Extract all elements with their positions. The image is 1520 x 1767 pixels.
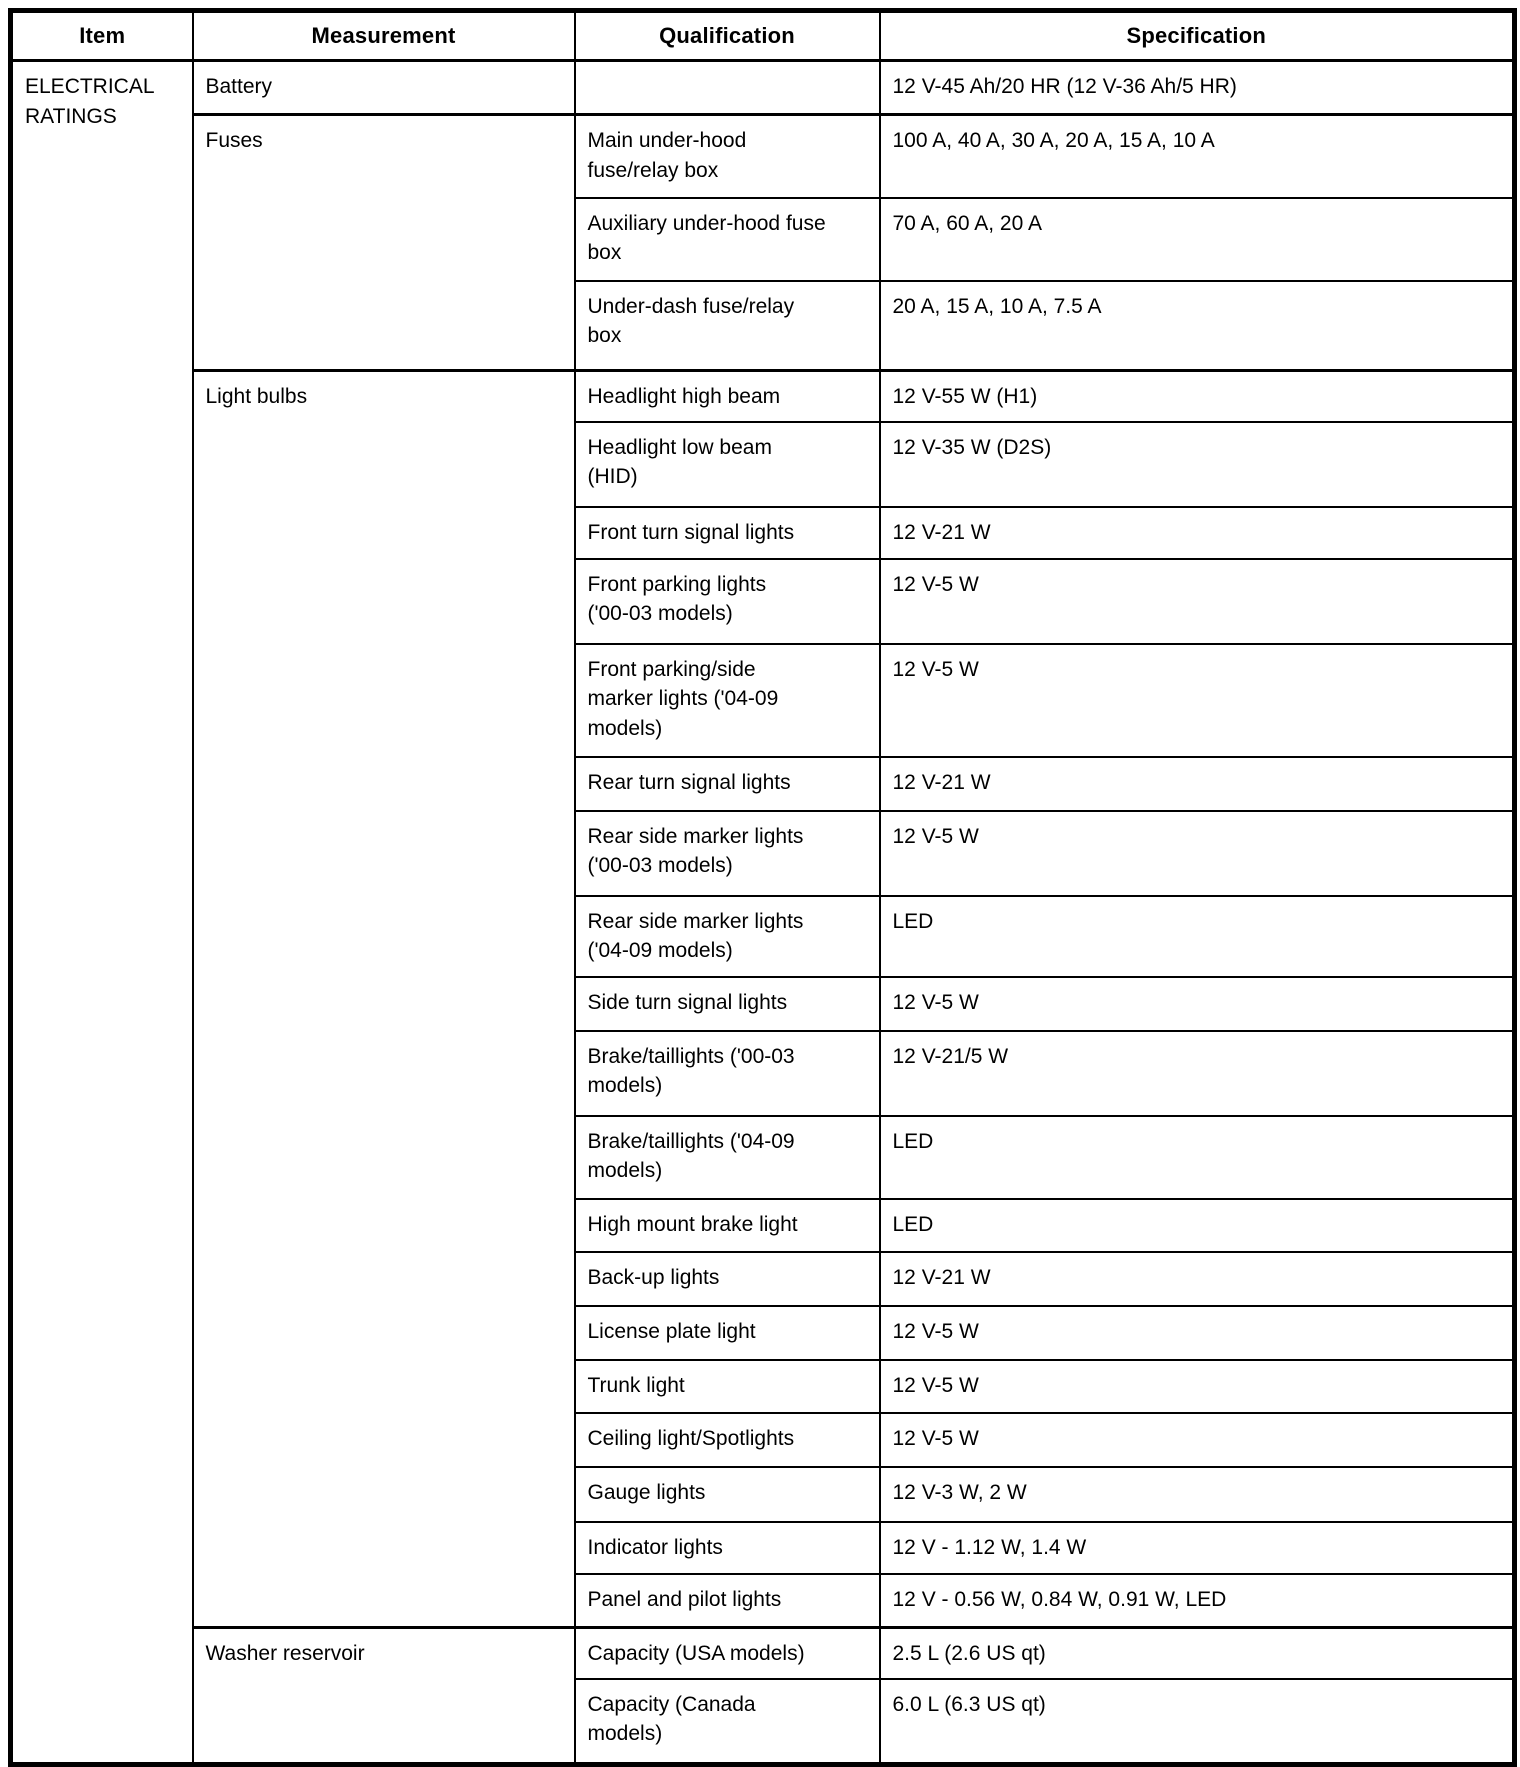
specification-cell: 12 V-5 W (878, 809, 1516, 897)
table-row: Fuses Main under-hood fuse/relay box 100… (11, 113, 1516, 372)
qualification-cell: Rear turn signal lights (573, 755, 881, 812)
qualification-cell: Indicator lights (573, 1520, 881, 1575)
table-row: Back-up lights 12 V-21 W (11, 1250, 1516, 1307)
table-row: Indicator lights 12 V - 1.12 W, 1.4 W (11, 1520, 1516, 1575)
specification-cell: 12 V - 1.12 W, 1.4 W (878, 1520, 1516, 1575)
specification-cell: 12 V-21 W (878, 755, 1516, 812)
electrical-ratings-table: Item Measurement Qualification Specifica… (8, 8, 1517, 1767)
qualification-cell: Brake/taillights ('00-03 models) (573, 1029, 881, 1117)
column-header-measurement: Measurement (191, 9, 576, 62)
table-row: Rear side marker lights ('04-09 models) … (11, 894, 1516, 978)
column-header-qualification: Qualification (573, 9, 881, 62)
column-header-specification: Specification (878, 9, 1516, 62)
specification-cell: 12 V-35 W (D2S) (878, 420, 1516, 508)
specification-cell: LED (878, 1197, 1516, 1253)
qualification-cell: Back-up lights (573, 1250, 881, 1307)
specification-cell: 12 V-21 W (878, 1250, 1516, 1307)
qualification-cell: Gauge lights (573, 1465, 881, 1523)
qualification-cell: Capacity (Canada models) (573, 1677, 881, 1766)
table-header-row: Item Measurement Qualification Specifica… (9, 9, 1516, 62)
qualification-cell (573, 59, 881, 116)
measurement-cell: Washer reservoir (191, 1626, 576, 1766)
specification-cell: 2.5 L (2.6 US qt) (878, 1626, 1516, 1680)
table-row: High mount brake light LED (11, 1197, 1516, 1253)
qualification-cell: High mount brake light (573, 1197, 881, 1253)
specification-cell: LED (878, 894, 1516, 978)
qualification-cell: Front parking lights ('00-03 models) (573, 557, 881, 645)
specification-cell: 12 V-3 W, 2 W (878, 1465, 1516, 1523)
specification-cell: 6.0 L (6.3 US qt) (878, 1677, 1516, 1766)
table-row: Brake/taillights ('04-09 models) LED (11, 1114, 1516, 1200)
table-row: Brake/taillights ('00-03 models) 12 V-21… (11, 1029, 1516, 1117)
item-cell: ELECTRICAL RATINGS (9, 59, 194, 1766)
measurement-cell: Light bulbs (191, 369, 576, 1629)
specification-cell: 12 V-5 W (878, 1304, 1516, 1361)
qualification-cell: Rear side marker lights ('04-09 models) (573, 894, 881, 978)
qualification-cell: Auxiliary under-hood fuse box (573, 196, 881, 282)
table-row: Trunk light 12 V-5 W (11, 1358, 1516, 1414)
qualification-cell: Brake/taillights ('04-09 models) (573, 1114, 881, 1200)
specification-cell: 12 V-5 W (878, 1358, 1516, 1414)
table-row: Light bulbs Headlight high beam 12 V-55 … (11, 369, 1516, 1629)
specification-cell: 12 V-55 W (H1) (878, 369, 1516, 423)
specification-cell: 20 A, 15 A, 10 A, 7.5 A (878, 279, 1516, 372)
table-row: License plate light 12 V-5 W (11, 1304, 1516, 1361)
qualification-cell: Front turn signal lights (573, 505, 881, 560)
qualification-cell: Headlight high beam (573, 369, 881, 423)
qualification-cell: Side turn signal lights (573, 975, 881, 1032)
specification-cell: 12 V - 0.56 W, 0.84 W, 0.91 W, LED (878, 1572, 1516, 1629)
table-row: Ceiling light/Spotlights 12 V-5 W (11, 1411, 1516, 1468)
specification-cell: 12 V-5 W (878, 1411, 1516, 1468)
qualification-cell: Trunk light (573, 1358, 881, 1414)
specification-cell: LED (878, 1114, 1516, 1200)
table-row: Under-dash fuse/relay box 20 A, 15 A, 10… (11, 279, 1516, 372)
qualification-cell: Front parking/side marker lights ('04-09… (573, 642, 881, 758)
specification-cell: 12 V-5 W (878, 642, 1516, 758)
table-row: Front parking lights ('00-03 models) 12 … (11, 557, 1516, 645)
specification-cell: 100 A, 40 A, 30 A, 20 A, 15 A, 10 A (878, 113, 1516, 199)
qualification-cell: Panel and pilot lights (573, 1572, 881, 1629)
specification-cell: 12 V-21/5 W (878, 1029, 1516, 1117)
specification-cell: 70 A, 60 A, 20 A (878, 196, 1516, 282)
qualification-cell: Ceiling light/Spotlights (573, 1411, 881, 1468)
qualification-cell: License plate light (573, 1304, 881, 1361)
qualification-cell: Main under-hood fuse/relay box (573, 113, 881, 199)
table-row: ELECTRICAL RATINGS Battery 12 V-45 Ah/20… (9, 59, 1516, 1766)
qualification-cell: Capacity (USA models) (573, 1626, 881, 1680)
table-row: Front parking/side marker lights ('04-09… (11, 642, 1516, 758)
measurement-cell: Fuses (191, 113, 576, 372)
table-row: Panel and pilot lights 12 V - 0.56 W, 0.… (11, 1572, 1516, 1629)
specification-cell: 12 V-5 W (878, 557, 1516, 645)
table-row: Auxiliary under-hood fuse box 70 A, 60 A… (11, 196, 1516, 282)
column-header-item: Item (9, 9, 194, 62)
measurement-cell: Battery (191, 59, 576, 116)
table-row: Gauge lights 12 V-3 W, 2 W (11, 1465, 1516, 1523)
qualification-cell: Under-dash fuse/relay box (573, 279, 881, 372)
specification-cell: 12 V-5 W (878, 975, 1516, 1032)
table-row: Side turn signal lights 12 V-5 W (11, 975, 1516, 1032)
qualification-cell: Headlight low beam (HID) (573, 420, 881, 508)
table-row: Rear turn signal lights 12 V-21 W (11, 755, 1516, 812)
qualification-cell: Rear side marker lights ('00-03 models) (573, 809, 881, 897)
table-row: Front turn signal lights 12 V-21 W (11, 505, 1516, 560)
specification-cell: 12 V-21 W (878, 505, 1516, 560)
specification-cell: 12 V-45 Ah/20 HR (12 V-36 Ah/5 HR) (878, 59, 1516, 116)
table-row: Headlight low beam (HID) 12 V-35 W (D2S) (11, 420, 1516, 508)
table-row: Rear side marker lights ('00-03 models) … (11, 809, 1516, 897)
table-row: Washer reservoir Capacity (USA models) 2… (11, 1626, 1516, 1766)
table-row: Capacity (Canada models) 6.0 L (6.3 US q… (11, 1677, 1516, 1766)
